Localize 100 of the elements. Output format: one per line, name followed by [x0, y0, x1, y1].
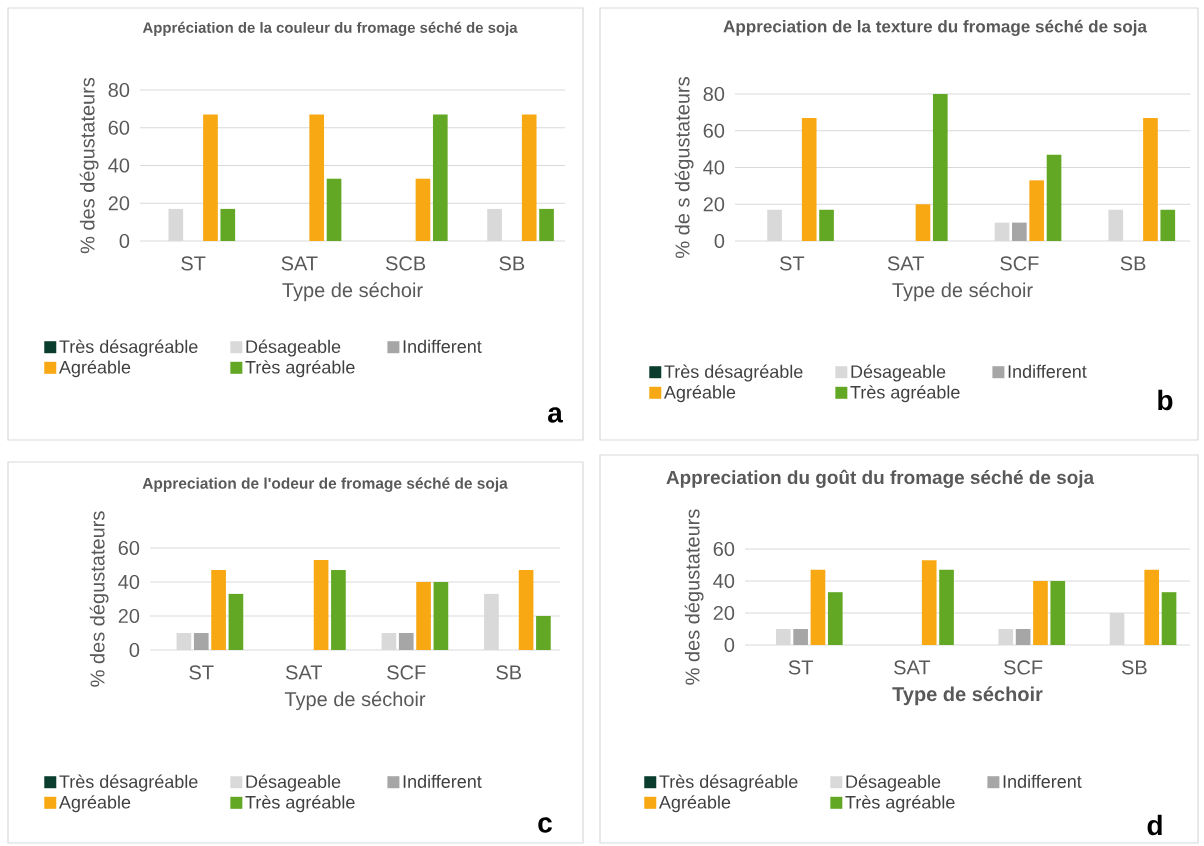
x-axis-title: Type de séchoir: [282, 282, 423, 302]
x-tick-label: SAT: [285, 665, 322, 680]
x-axis-title: Type de séchoir: [892, 282, 1033, 302]
bar: [793, 628, 808, 645]
bar: [432, 114, 448, 241]
bar: [313, 559, 329, 650]
legend-label: Très agréable: [845, 795, 955, 813]
bar: [1029, 180, 1045, 241]
bar: [819, 209, 834, 241]
text: c: [538, 817, 552, 833]
bar: [203, 114, 218, 241]
legend-label: Très désagréable: [59, 774, 198, 792]
legend-label: Très agréable: [245, 360, 355, 378]
y-tick-label: 20: [713, 605, 735, 621]
bar: [939, 569, 954, 645]
x-axis-title: Type de séchoir: [284, 691, 426, 711]
y-tick-label: 20: [703, 197, 725, 212]
y-tick-label: 40: [703, 160, 725, 175]
bar: [220, 208, 236, 241]
x-tick-label: ST: [181, 256, 206, 271]
legend-label: Indifferent: [1008, 364, 1087, 378]
bar: [521, 114, 537, 241]
chart-title: Appreciation du goût du fromage séché de soja: [666, 469, 1095, 488]
text: a: [548, 407, 563, 423]
bar: [1143, 117, 1158, 241]
y-tick-label: 60: [713, 541, 735, 557]
bar: [827, 592, 843, 645]
bar: [1033, 580, 1048, 645]
bar: [810, 569, 826, 645]
x-tick-label: SAT: [887, 256, 924, 271]
legend-label: Très désagréable: [664, 364, 803, 382]
x-tick-label: SCF: [387, 665, 426, 680]
legend-label: Désageable: [246, 339, 341, 357]
bar: [331, 570, 346, 650]
y-tick-label: 80: [108, 82, 130, 98]
bar: [326, 178, 342, 241]
x-tick-label: SB: [499, 256, 525, 271]
legend-label: Indifferent: [1003, 774, 1082, 788]
legend-label: Indifferent: [403, 774, 482, 788]
y-tick-label: 80: [703, 86, 725, 102]
legend-label: Agréable: [58, 795, 131, 813]
bar: [1012, 222, 1027, 241]
x-tick-label: SB: [1121, 660, 1147, 675]
bar: [1050, 580, 1066, 645]
x-tick-label: ST: [788, 660, 813, 675]
y-tick-label: 20: [118, 608, 140, 624]
x-tick-label: SB: [496, 665, 522, 680]
x-tick-label: SB: [1120, 256, 1146, 271]
legend-label: Désageable: [851, 364, 946, 382]
bar: [193, 632, 209, 650]
legend-label: Très désagréable: [659, 774, 798, 792]
bar: [915, 204, 931, 241]
legend-label: Agréable: [658, 795, 731, 813]
y-tick-label: 0: [724, 637, 735, 653]
bar: [1015, 628, 1031, 645]
chart-title: Appreciation de l'odeur de fromage séché de soja: [142, 477, 508, 492]
legend-label: Très désagréable: [59, 339, 198, 357]
x-tick-label: ST: [189, 665, 214, 680]
chart-title: Appreciation de la texture du fromage séché de soja: [723, 19, 1148, 36]
bar: [211, 570, 226, 650]
y-tick-label: 0: [119, 233, 130, 249]
y-axis-title: % des dégustateurs: [89, 511, 109, 687]
legend-label: Agréable: [663, 385, 736, 403]
y-tick-label: 0: [129, 642, 140, 658]
legend-label: Très agréable: [850, 385, 960, 403]
x-tick-label: SCF: [1004, 660, 1043, 675]
legend-label: Désageable: [246, 774, 341, 792]
x-tick-label: ST: [780, 256, 805, 271]
bar: [932, 94, 948, 241]
bar: [398, 632, 414, 650]
bar: [801, 117, 817, 241]
legend-label: Très agréable: [245, 795, 355, 813]
bar: [1160, 209, 1176, 241]
x-tick-label: SCF: [1000, 256, 1039, 271]
bar: [518, 570, 534, 650]
bar: [536, 615, 551, 650]
y-tick-label: 0: [714, 233, 725, 249]
x-tick-label: SCB: [385, 256, 426, 271]
chart-title: Appréciation de la couleur du fromage séché de soja: [142, 21, 518, 36]
y-tick-label: 40: [108, 158, 130, 173]
bar: [921, 560, 937, 645]
bar: [1144, 569, 1160, 645]
bar: [309, 114, 325, 241]
x-axis-title: Type de séchoir: [892, 686, 1043, 706]
bar: [415, 178, 431, 241]
legend-label: Agréable: [58, 360, 131, 378]
bar: [416, 581, 431, 650]
y-axis-title: % des dégustateurs: [684, 509, 704, 685]
text: d: [1147, 814, 1162, 836]
text: b: [1158, 389, 1173, 411]
y-tick-label: 40: [713, 573, 735, 589]
y-tick-label: 40: [118, 574, 140, 590]
x-tick-label: SAT: [894, 660, 931, 675]
y-tick-label: 60: [108, 120, 130, 135]
y-axis-title: % des dégustateurs: [79, 77, 99, 254]
bar: [433, 581, 449, 650]
bar: [228, 593, 244, 650]
y-axis-title: % de s dégustateurs: [674, 77, 694, 258]
bar: [539, 208, 554, 241]
bar: [1161, 592, 1177, 645]
